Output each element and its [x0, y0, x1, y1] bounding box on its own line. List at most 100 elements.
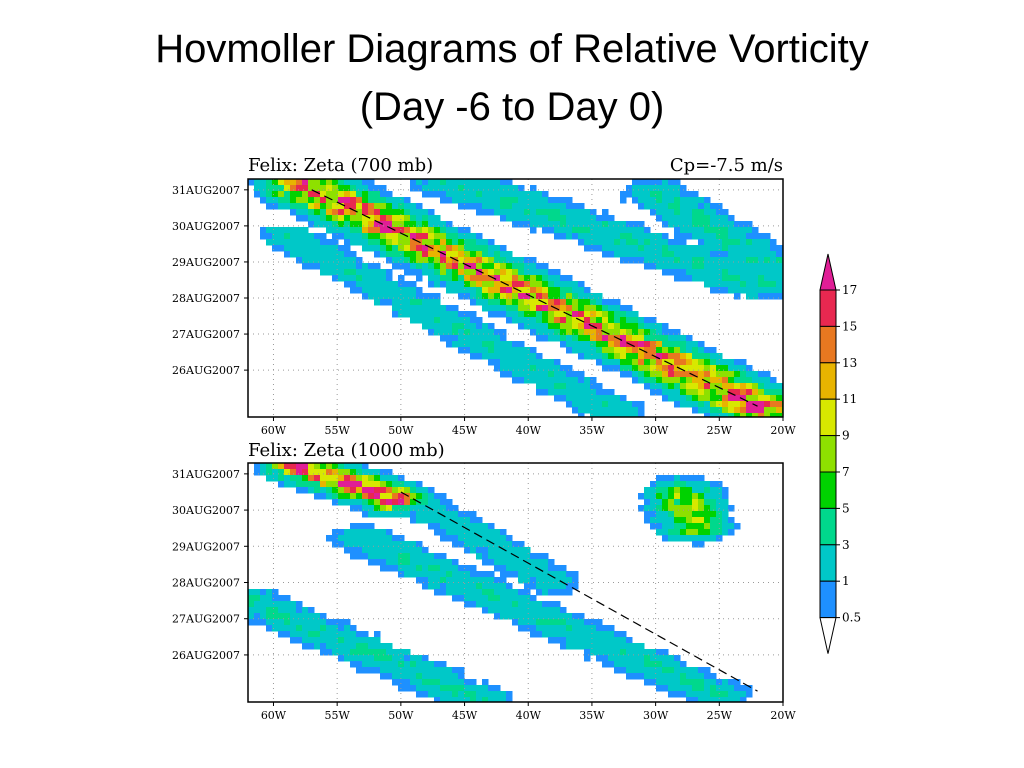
- field-cell: [716, 529, 723, 536]
- field-cell: [344, 269, 351, 276]
- field-cell: [344, 547, 351, 554]
- field-cell: [302, 233, 309, 240]
- field-cell: [518, 323, 525, 330]
- field-cell: [374, 197, 381, 204]
- field-cell: [314, 245, 321, 252]
- field-cell: [416, 577, 423, 584]
- field-cell: [458, 311, 465, 318]
- field-cell: [530, 281, 537, 288]
- field-cell: [500, 691, 507, 698]
- field-cell: [458, 341, 465, 348]
- field-cell: [620, 257, 627, 264]
- field-cell: [362, 661, 369, 668]
- field-cell: [410, 481, 417, 488]
- field-cell: [644, 661, 651, 668]
- field-cell: [482, 179, 489, 186]
- field-cell: [506, 595, 513, 602]
- field-cell: [320, 625, 327, 632]
- field-cell: [710, 233, 717, 240]
- field-cell: [464, 191, 471, 198]
- field-cell: [386, 275, 393, 282]
- field-cell: [470, 185, 477, 192]
- field-cell: [278, 601, 285, 608]
- field-cell: [596, 245, 603, 252]
- field-cell: [326, 619, 333, 626]
- field-cell: [542, 287, 549, 294]
- field-cell: [284, 619, 291, 626]
- field-cell: [386, 197, 393, 204]
- field-cell: [728, 275, 735, 282]
- field-cell: [740, 287, 747, 294]
- field-cell: [344, 493, 351, 500]
- field-cell: [338, 649, 345, 656]
- field-cell: [716, 389, 723, 396]
- field-cell: [464, 185, 471, 192]
- field-cell: [476, 541, 483, 548]
- field-cell: [332, 251, 339, 258]
- field-cell: [458, 257, 465, 264]
- field-cell: [728, 371, 735, 378]
- field-cell: [416, 481, 423, 488]
- field-cell: [596, 299, 603, 306]
- field-cell: [476, 685, 483, 692]
- field-cell: [518, 559, 525, 566]
- field-cell: [656, 511, 663, 518]
- field-cell: [728, 383, 735, 390]
- field-cell: [662, 347, 669, 354]
- field-cell: [530, 577, 537, 584]
- field-cell: [386, 493, 393, 500]
- field-cell: [710, 685, 717, 692]
- field-cell: [572, 317, 579, 324]
- field-cell: [740, 233, 747, 240]
- field-cell: [266, 475, 273, 482]
- field-cell: [482, 341, 489, 348]
- field-cell: [662, 655, 669, 662]
- field-cell: [500, 595, 507, 602]
- field-cell: [560, 365, 567, 372]
- field-cell: [542, 577, 549, 584]
- field-cell: [368, 293, 375, 300]
- field-cell: [392, 293, 399, 300]
- field-cell: [404, 571, 411, 578]
- field-cell: [680, 383, 687, 390]
- field-cell: [488, 583, 495, 590]
- field-cell: [566, 227, 573, 234]
- field-cell: [560, 565, 567, 572]
- field-cell: [392, 535, 399, 542]
- field-cell: [668, 679, 675, 686]
- field-cell: [356, 209, 363, 216]
- field-cell: [578, 221, 585, 228]
- field-cell: [614, 359, 621, 366]
- field-cell: [494, 341, 501, 348]
- field-cell: [296, 619, 303, 626]
- field-cell: [332, 221, 339, 228]
- field-cell: [578, 341, 585, 348]
- field-cell: [494, 601, 501, 608]
- field-cell: [716, 287, 723, 294]
- field-cell: [560, 619, 567, 626]
- field-cell: [488, 347, 495, 354]
- field-cell: [710, 239, 717, 246]
- field-cell: [422, 323, 429, 330]
- field-cell: [704, 251, 711, 258]
- field-cell: [530, 287, 537, 294]
- field-cell: [350, 275, 357, 282]
- field-cell: [356, 637, 363, 644]
- field-cell: [590, 383, 597, 390]
- field-cell: [392, 655, 399, 662]
- field-cell: [662, 493, 669, 500]
- field-cell: [590, 377, 597, 384]
- field-cell: [548, 371, 555, 378]
- field-cell: [326, 463, 333, 470]
- field-cell: [404, 281, 411, 288]
- field-cell: [596, 359, 603, 366]
- field-cell: [674, 499, 681, 506]
- field-cell: [536, 209, 543, 216]
- field-cell: [524, 191, 531, 198]
- field-cell: [464, 245, 471, 252]
- field-cell: [644, 655, 651, 662]
- field-cell: [764, 389, 771, 396]
- field-cell: [602, 365, 609, 372]
- field-cell: [296, 625, 303, 632]
- field-cell: [560, 341, 567, 348]
